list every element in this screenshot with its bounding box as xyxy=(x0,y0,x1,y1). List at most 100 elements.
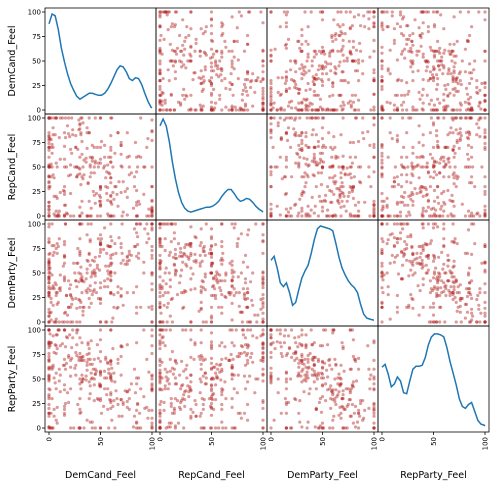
scatter-point xyxy=(240,310,244,314)
scatter-point xyxy=(340,31,344,36)
scatter-point xyxy=(410,61,414,65)
scatter-point xyxy=(232,293,236,298)
scatter-point xyxy=(150,387,154,391)
scatter-point xyxy=(251,334,255,338)
scatter-point xyxy=(261,277,265,281)
scatter-point xyxy=(47,328,51,332)
scatter-point xyxy=(419,165,423,169)
scatter-point xyxy=(183,245,187,250)
scatter-point xyxy=(280,76,284,80)
scatter-point xyxy=(58,344,62,348)
scatter-point xyxy=(261,281,265,285)
y-axis-label-demcand-feel: DemCand_Feel xyxy=(7,26,18,97)
scatter-point xyxy=(62,357,67,361)
scatter-point xyxy=(305,370,309,374)
scatter-point xyxy=(302,156,306,160)
scatter-point xyxy=(87,131,91,135)
scatter-point xyxy=(209,251,214,255)
scatter-point xyxy=(209,314,214,318)
scatter-point xyxy=(435,214,439,218)
scatter-point xyxy=(431,313,436,317)
scatter-point xyxy=(420,93,424,97)
scatter-point xyxy=(398,231,403,235)
scatter-point xyxy=(341,191,345,196)
scatter-point xyxy=(169,92,173,96)
scatter-point xyxy=(380,10,384,14)
scatter-point xyxy=(442,209,446,213)
scatter-point xyxy=(372,387,376,391)
scatter-point xyxy=(332,18,336,22)
scatter-point xyxy=(296,152,300,156)
scatter-point xyxy=(51,286,55,290)
scatter-point xyxy=(432,103,437,107)
scatter-point xyxy=(232,226,236,230)
scatter-point xyxy=(217,305,221,309)
scatter-point xyxy=(172,231,176,235)
scatter-point xyxy=(483,208,487,212)
scatter-point xyxy=(420,154,424,158)
scatter-point xyxy=(368,143,372,147)
scatter-point xyxy=(395,305,399,309)
scatter-point xyxy=(336,199,340,203)
scatter-point xyxy=(255,320,259,324)
scatter-point xyxy=(259,80,263,84)
scatter-point xyxy=(442,64,446,68)
scatter-point xyxy=(372,203,376,207)
scatter-point xyxy=(199,380,203,384)
scatter-point xyxy=(204,222,208,226)
scatter-point xyxy=(284,377,288,381)
scatter-point xyxy=(306,108,310,112)
scatter-point xyxy=(125,131,129,135)
scatter-point xyxy=(58,157,62,161)
scatter-point xyxy=(436,39,440,44)
scatter-point xyxy=(406,222,410,226)
scatter-point xyxy=(429,108,433,112)
scatter-point xyxy=(438,272,442,276)
scatter-point xyxy=(191,410,195,414)
scatter-point xyxy=(139,155,143,159)
scatter-point xyxy=(310,195,314,199)
scatter-point xyxy=(269,59,273,63)
scatter-point xyxy=(469,320,473,324)
scatter-point xyxy=(164,10,168,14)
scatter-point xyxy=(135,214,139,218)
scatter-point xyxy=(90,159,94,163)
scatter-point xyxy=(312,160,316,164)
scatter-point xyxy=(249,280,253,284)
scatter-point xyxy=(362,416,366,420)
scatter-point xyxy=(326,108,330,112)
scatter-point xyxy=(340,397,344,401)
scatter-point xyxy=(158,25,162,29)
scatter-point xyxy=(386,67,390,71)
scatter-point xyxy=(483,204,487,208)
scatter-point xyxy=(269,374,273,378)
scatter-point xyxy=(127,154,131,158)
scatter-point xyxy=(161,341,165,345)
scatter-point xyxy=(269,185,273,189)
scatter-point xyxy=(341,185,345,189)
scatter-point xyxy=(98,240,103,244)
scatter-point xyxy=(283,192,287,196)
scatter-point xyxy=(348,49,352,53)
scatter-point xyxy=(284,400,288,405)
scatter-point xyxy=(415,49,419,53)
scatter-point xyxy=(313,372,317,376)
scatter-point xyxy=(372,10,376,14)
x-tick-label: 100 xyxy=(482,437,490,450)
scatter-point xyxy=(98,328,103,332)
scatter-point xyxy=(290,175,294,179)
scatter-point xyxy=(47,291,51,295)
scatter-point xyxy=(284,21,288,25)
scatter-point xyxy=(98,297,103,302)
scatter-point xyxy=(47,328,51,332)
scatter-point xyxy=(372,15,376,19)
scatter-point xyxy=(439,59,443,63)
scatter-point xyxy=(328,387,332,391)
scatter-point xyxy=(77,426,81,430)
scatter-point xyxy=(395,202,399,206)
scatter-point xyxy=(107,367,111,371)
scatter-point xyxy=(479,311,483,315)
scatter-point xyxy=(320,365,325,369)
scatter-point xyxy=(442,159,446,163)
scatter-point xyxy=(293,203,297,207)
